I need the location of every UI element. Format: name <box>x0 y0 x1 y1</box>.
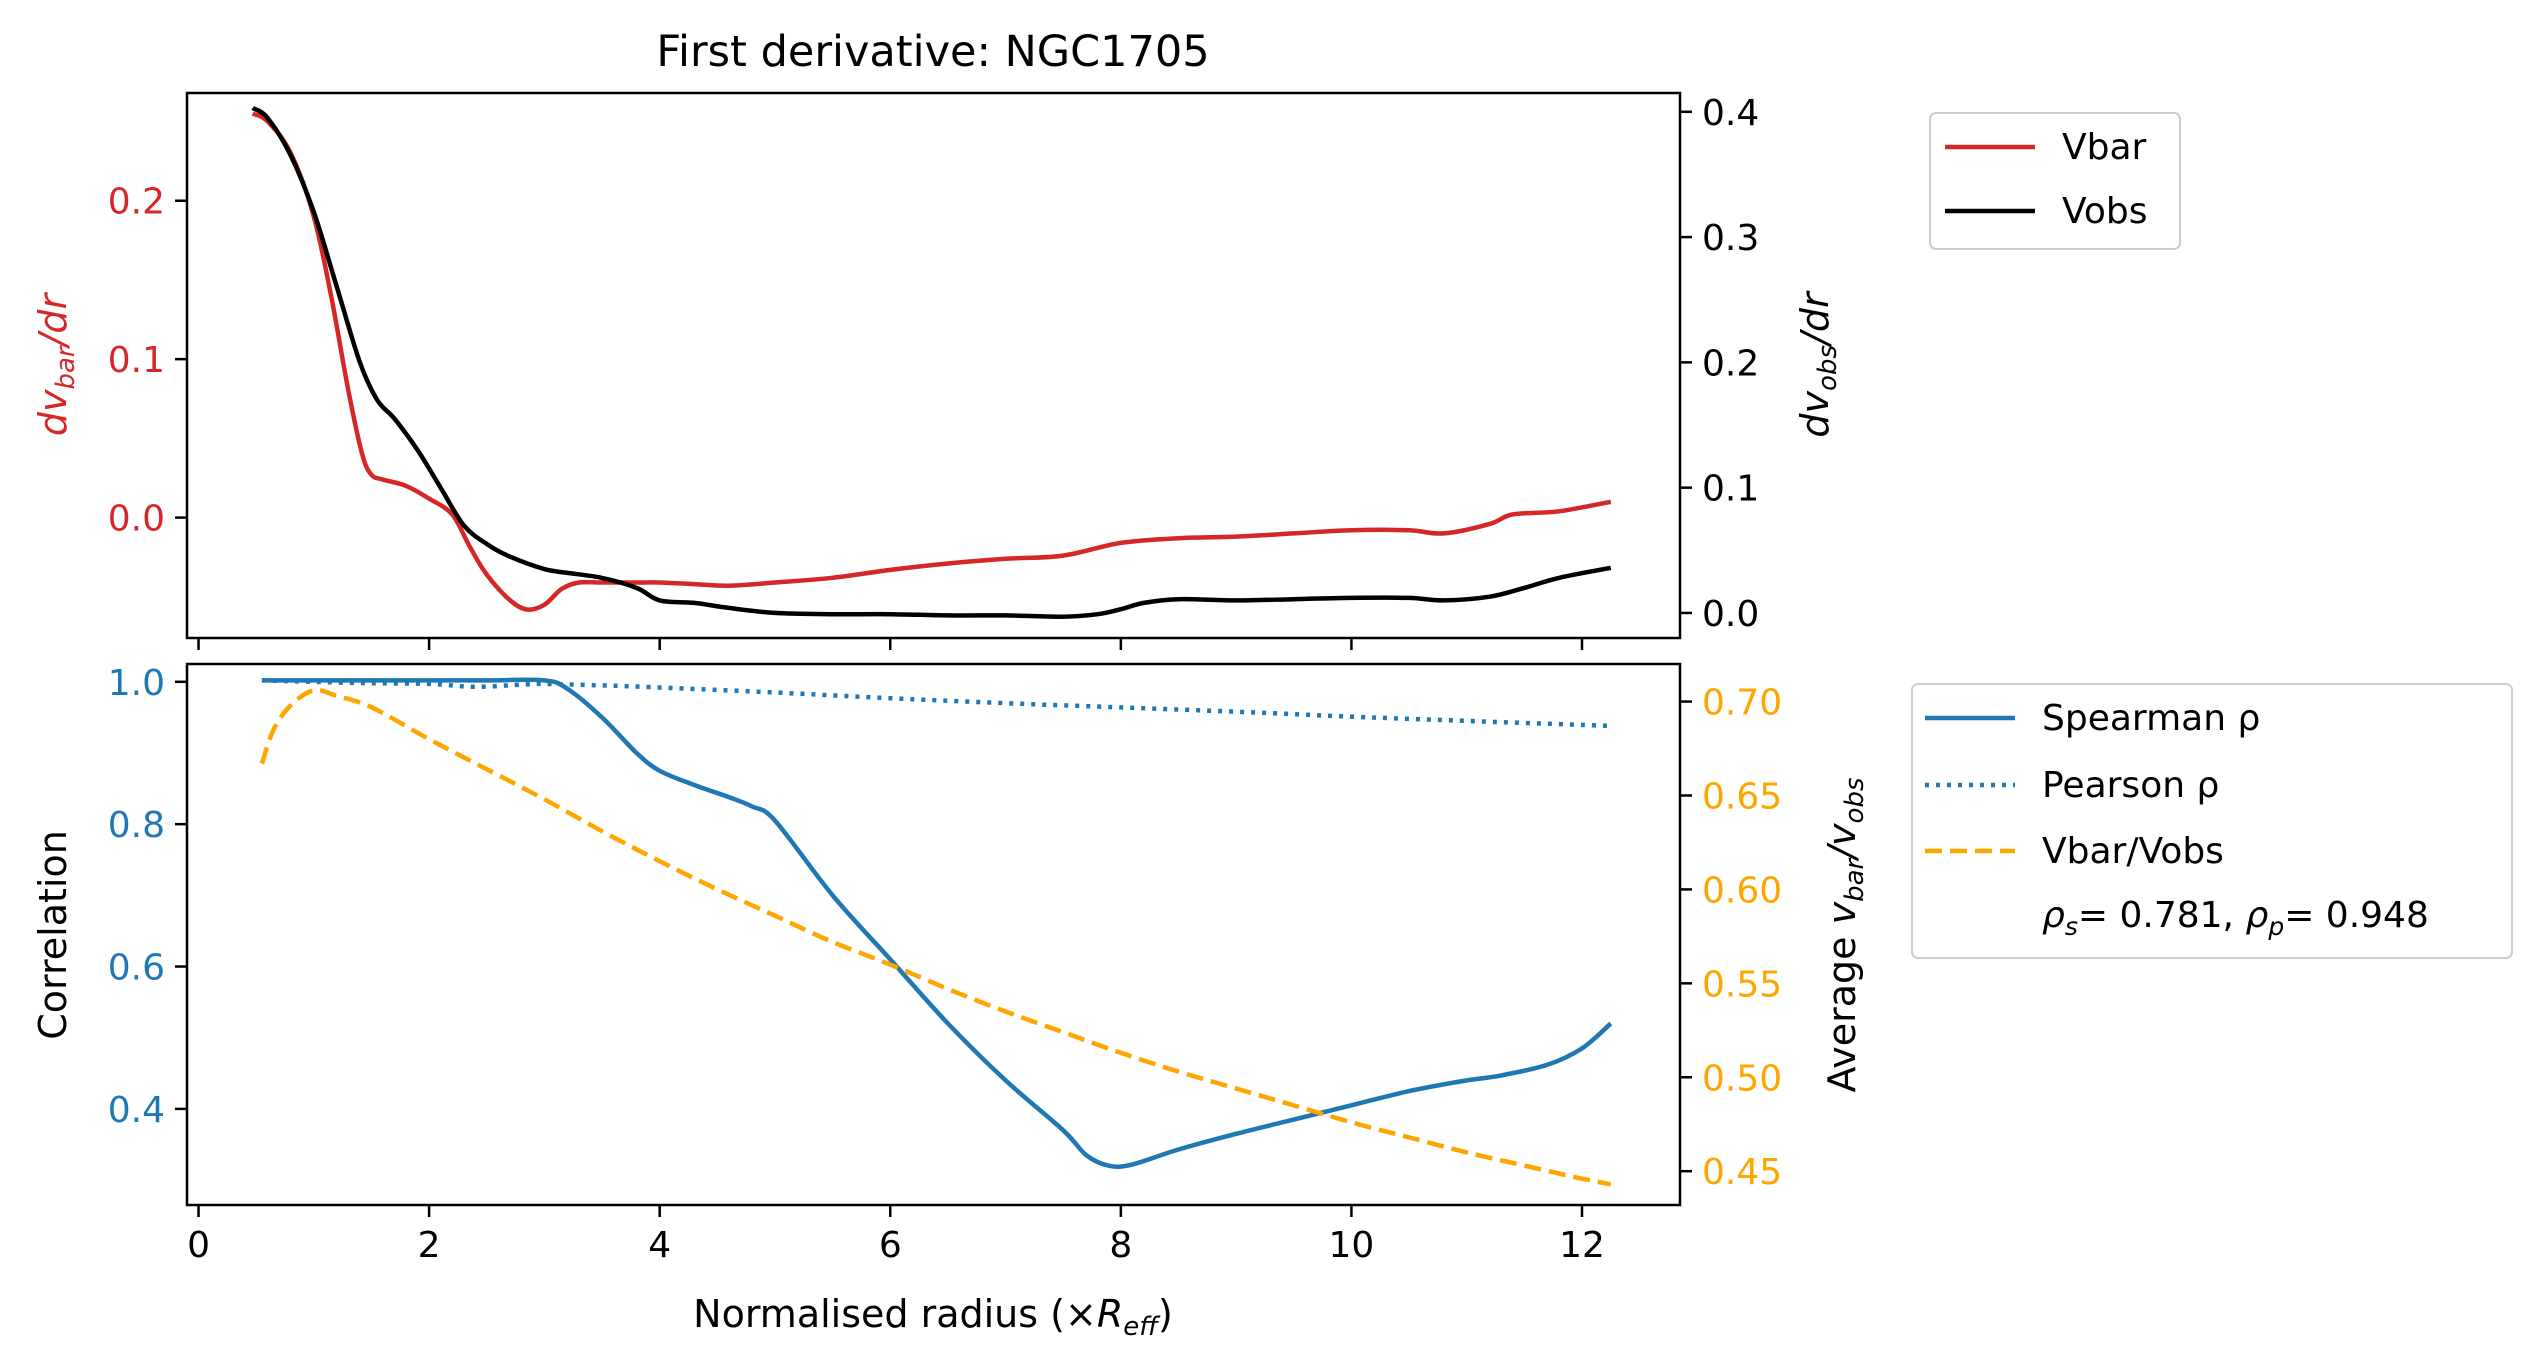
top-legend: Vbar Vobs <box>1929 112 2181 250</box>
bottom-right-y-tick-label: 0.65 <box>1702 776 1782 817</box>
bottom-right-y-tick-label: 0.60 <box>1702 870 1782 911</box>
series-line-vobs <box>251 106 1612 619</box>
top-panel: 0.0 0.1 0.2 0.0 0.1 0.2 0.3 0.4 dvbar/dr dvobs… <box>31 91 1843 650</box>
bottom-right-y-tick-label: 0.50 <box>1702 1058 1782 1099</box>
x-tick-label: 4 <box>648 1225 671 1266</box>
bottom-right-ylabel: Average vbar/vobs <box>1820 777 1870 1092</box>
bottom-left-y-tick-label: 0.8 <box>108 805 165 846</box>
top-plot-frame <box>185 91 1682 640</box>
x-axis-label: Normalised radius (×Reff) <box>693 1292 1173 1342</box>
series-line-vbar <box>251 111 1612 612</box>
bottom-left-ylabel: Correlation <box>31 830 75 1040</box>
x-tick-label: 0 <box>187 1225 210 1266</box>
x-tick-label: 12 <box>1559 1225 1605 1266</box>
top-right-y-tick-label: 0.0 <box>1702 594 1759 635</box>
top-right-y-tick-label: 0.1 <box>1702 469 1759 510</box>
series-line-pearson <box>261 678 1611 729</box>
top-left-ylabel: dvbar/dr <box>31 291 81 436</box>
bottom-right-y-tick-label: 0.45 <box>1702 1152 1782 1193</box>
bottom-panel: 0 2 4 6 8 10 12 0.4 0.6 0.8 1.0 0.45 0.50 0.55 0.60 0… <box>31 662 1870 1342</box>
top-right-y-tick-label: 0.4 <box>1702 93 1759 134</box>
bottom-left-y-tick-label: 1.0 <box>108 663 165 704</box>
legend-spearman-label: Spearman ρ <box>2042 698 2260 739</box>
x-tick-label: 10 <box>1329 1225 1375 1266</box>
series-line-vbar-vobs <box>259 687 1612 1187</box>
bottom-right-y-tick-label: 0.55 <box>1702 964 1782 1005</box>
top-left-y-tick-label: 0.1 <box>108 340 165 381</box>
x-tick-label: 2 <box>418 1225 441 1266</box>
top-right-ylabel: dvobs/dr <box>1793 290 1843 438</box>
legend-vbar-label: Vbar <box>2062 127 2147 168</box>
top-left-y-tick-label: 0.0 <box>108 499 165 540</box>
top-left-y-tick-label: 0.2 <box>108 182 165 223</box>
legend-vobs-label: Vobs <box>2062 191 2147 232</box>
legend-ratio-label: Vbar/Vobs <box>2042 831 2224 872</box>
x-tick-label: 8 <box>1109 1225 1132 1266</box>
bottom-plot-frame <box>185 662 1682 1207</box>
top-chart-title: First derivative: NGC1705 <box>656 27 1209 77</box>
bottom-left-y-tick-label: 0.6 <box>108 948 165 989</box>
bottom-legend-frame <box>1911 683 2513 959</box>
x-tick-label: 6 <box>879 1225 902 1266</box>
bottom-left-y-tick-label: 0.4 <box>108 1090 165 1131</box>
series-line-spearman <box>261 677 1613 1170</box>
bottom-right-y-tick-label: 0.70 <box>1702 683 1782 724</box>
legend-pearson-label: Pearson ρ <box>2042 765 2219 806</box>
legend-correlation-note: ρs= 0.781, ρp= 0.948 <box>2042 895 2429 941</box>
bottom-legend: Spearman ρ Pearson ρ Vbar/Vobs ρs= 0.781… <box>1911 683 2513 959</box>
top-right-y-tick-label: 0.3 <box>1702 218 1759 259</box>
top-right-y-tick-label: 0.2 <box>1702 343 1759 384</box>
